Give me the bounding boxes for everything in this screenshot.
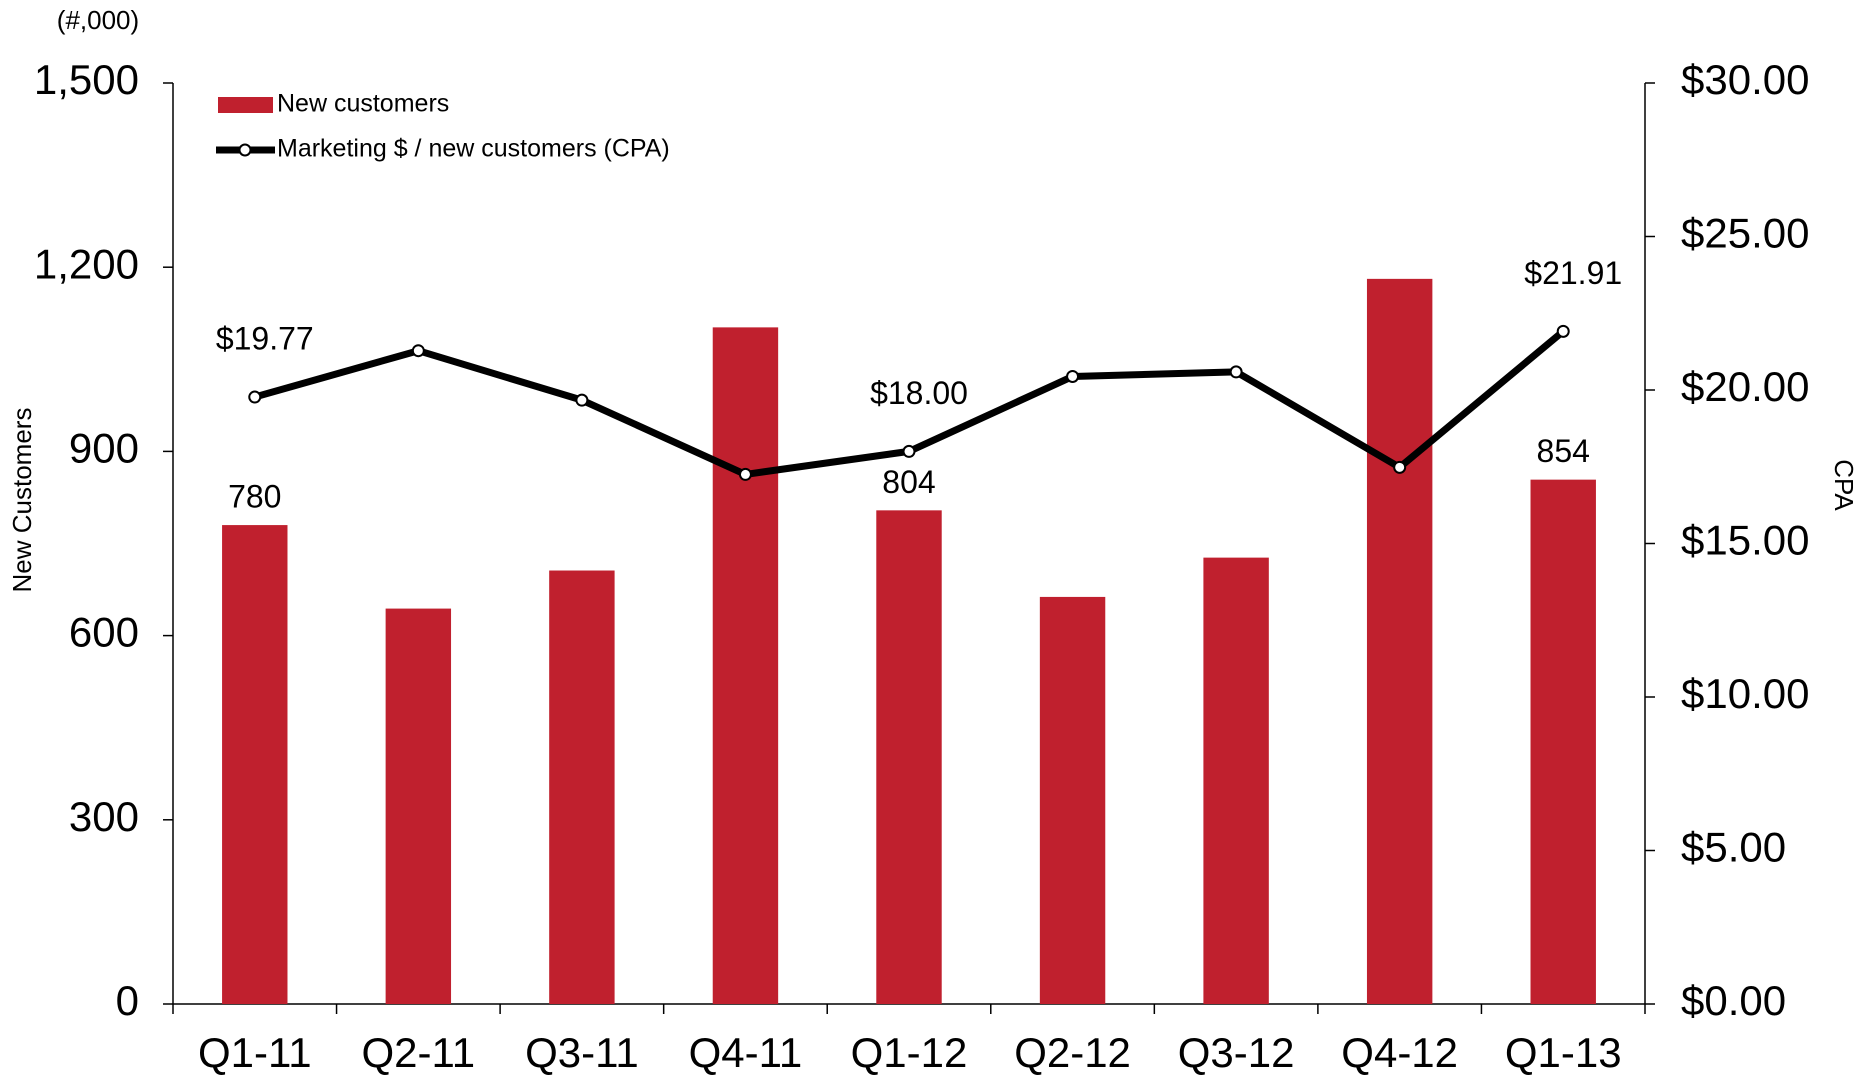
bar: [712, 327, 779, 1004]
y-axis-label: New Customers: [7, 408, 37, 593]
y-tick-label: 0: [116, 977, 139, 1024]
y2-axis-label: CPA: [1829, 459, 1859, 511]
y2-tick-label: $5.00: [1681, 824, 1786, 871]
line-marker: [575, 393, 589, 407]
bar: [1530, 479, 1596, 1004]
line-marker: [1556, 324, 1570, 338]
bar: [222, 525, 288, 1004]
y2-tick-label: $0.00: [1681, 977, 1786, 1024]
x-tick-label: Q1-11: [198, 1029, 312, 1076]
line-marker: [1393, 460, 1407, 474]
legend-label: Marketing $ / new customers (CPA): [277, 135, 670, 163]
x-tick-label: Q1-13: [1505, 1029, 1622, 1076]
line-marker: [411, 344, 425, 358]
bar: [876, 510, 942, 1004]
y2-tick-label: $25.00: [1681, 210, 1809, 257]
bar: [385, 608, 452, 1004]
bar-value-label: 780: [228, 479, 281, 515]
y2-tick-label: $10.00: [1681, 670, 1809, 717]
line-marker: [1229, 365, 1243, 379]
x-tick-label: Q2-11: [362, 1029, 476, 1076]
line-value-label: $19.77: [216, 321, 314, 357]
x-tick-label: Q3-12: [1178, 1029, 1295, 1076]
bar: [1203, 557, 1269, 1004]
unit-label: (#,000): [57, 5, 139, 35]
legend-label: New customers: [277, 90, 449, 118]
bar: [549, 570, 615, 1004]
y-tick-label: 1,500: [34, 56, 139, 103]
line-marker: [902, 444, 916, 458]
y-tick-label: 300: [69, 793, 139, 840]
legend-swatch: [218, 97, 273, 113]
y2-tick-label: $30.00: [1681, 56, 1809, 103]
x-tick-label: Q3-11: [525, 1029, 639, 1076]
y-tick-label: 900: [69, 424, 139, 471]
y2-tick-label: $15.00: [1681, 517, 1809, 564]
bar-value-label: 804: [882, 464, 935, 500]
x-tick-label: Q2-12: [1014, 1029, 1131, 1076]
x-tick-label: Q4-12: [1341, 1029, 1458, 1076]
line-marker: [1066, 369, 1080, 383]
y-tick-label: 600: [69, 609, 139, 656]
line-value-label: $18.00: [870, 375, 968, 411]
legend-marker: [238, 143, 252, 157]
y-tick-label: 1,200: [34, 240, 139, 287]
line-value-label: $21.91: [1524, 255, 1622, 291]
x-tick-label: Q1-12: [851, 1029, 968, 1076]
x-tick-label: Q4-11: [689, 1029, 803, 1076]
line-marker: [738, 467, 752, 481]
bar: [1366, 278, 1433, 1005]
y2-tick-label: $20.00: [1681, 363, 1809, 410]
bar: [1039, 596, 1106, 1004]
bar-value-label: 854: [1537, 433, 1590, 469]
line-marker: [248, 390, 262, 404]
